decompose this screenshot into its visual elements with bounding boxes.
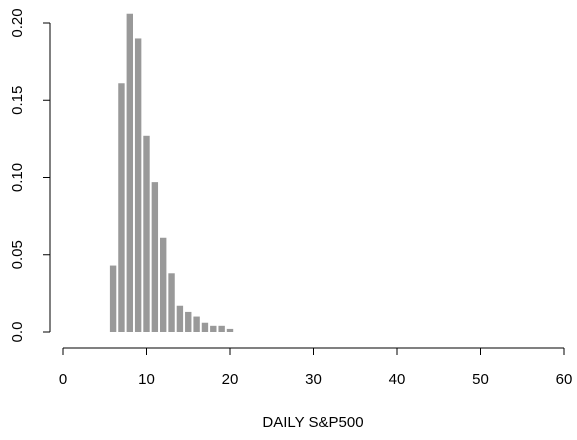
bar xyxy=(176,305,184,332)
bar xyxy=(185,311,192,332)
x-tick-label: 40 xyxy=(389,371,406,388)
x-tick-label: 10 xyxy=(138,371,155,388)
bar xyxy=(168,273,175,332)
x-axis-label: DAILY S&P500 xyxy=(262,414,363,431)
bar xyxy=(134,38,142,332)
bar xyxy=(201,322,209,332)
x-tick-label: 0 xyxy=(59,371,67,388)
y-tick-label: 0.15 xyxy=(9,86,26,115)
bar xyxy=(109,265,117,332)
y-tick-label: 0.05 xyxy=(9,240,26,269)
bar xyxy=(160,237,167,332)
bar xyxy=(151,182,159,332)
bar xyxy=(218,325,225,332)
bar xyxy=(193,316,200,332)
bar xyxy=(126,13,133,332)
bar xyxy=(118,83,125,332)
x-tick-label: 50 xyxy=(472,371,489,388)
bar xyxy=(143,135,150,332)
bar xyxy=(226,328,234,332)
y-tick-label: 0.0 xyxy=(9,322,26,343)
x-tick-label: 30 xyxy=(305,371,322,388)
x-tick-label: 60 xyxy=(556,371,573,388)
bar xyxy=(210,325,217,332)
x-tick-label: 20 xyxy=(222,371,239,388)
y-tick-label: 0.10 xyxy=(9,163,26,192)
y-tick-label: 0.20 xyxy=(9,8,26,37)
